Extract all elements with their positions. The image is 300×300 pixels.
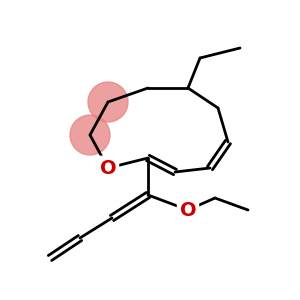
Circle shape <box>88 82 128 122</box>
Circle shape <box>70 115 110 155</box>
Text: O: O <box>100 158 116 178</box>
Text: O: O <box>180 200 196 220</box>
